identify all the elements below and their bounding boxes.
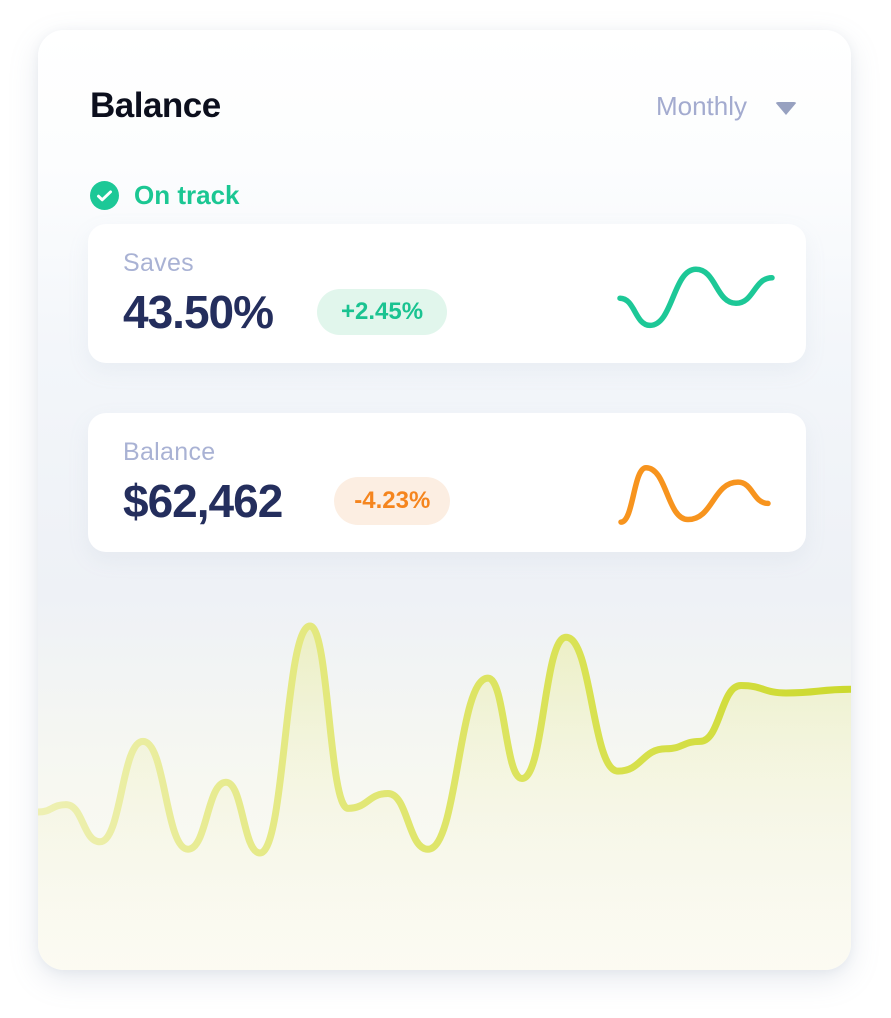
balance-sparkline [618,464,771,525]
status-label: On track [134,180,240,210]
balance-widget: Balance Monthly On track Saves 43.50% +2… [38,30,851,970]
balance-card-label: Balance [123,438,216,466]
saves-card: Saves 43.50% +2.45% [88,224,806,363]
saves-value: 43.50% [123,286,274,338]
status-badge: On track [90,180,240,211]
balance-value: $62,462 [123,475,283,527]
period-dropdown[interactable]: Monthly [656,91,797,122]
check-circle-icon [90,181,119,210]
saves-change-badge: +2.45% [317,289,448,335]
balance-card: Balance $62,462 -4.23% [88,413,806,552]
period-dropdown-label: Monthly [655,90,747,121]
saves-card-label: Saves [123,249,194,277]
balance-value-row: $62,462 -4.23% [123,474,776,528]
balance-change-badge: -4.23% [334,477,451,525]
chevron-down-icon [775,101,797,115]
saves-value-row: 43.50% +2.45% [123,285,776,339]
page-title: Balance [90,86,221,125]
balance-trend-area-chart [38,622,851,970]
saves-sparkline [617,266,775,329]
widget-header: Balance Monthly [90,86,797,126]
